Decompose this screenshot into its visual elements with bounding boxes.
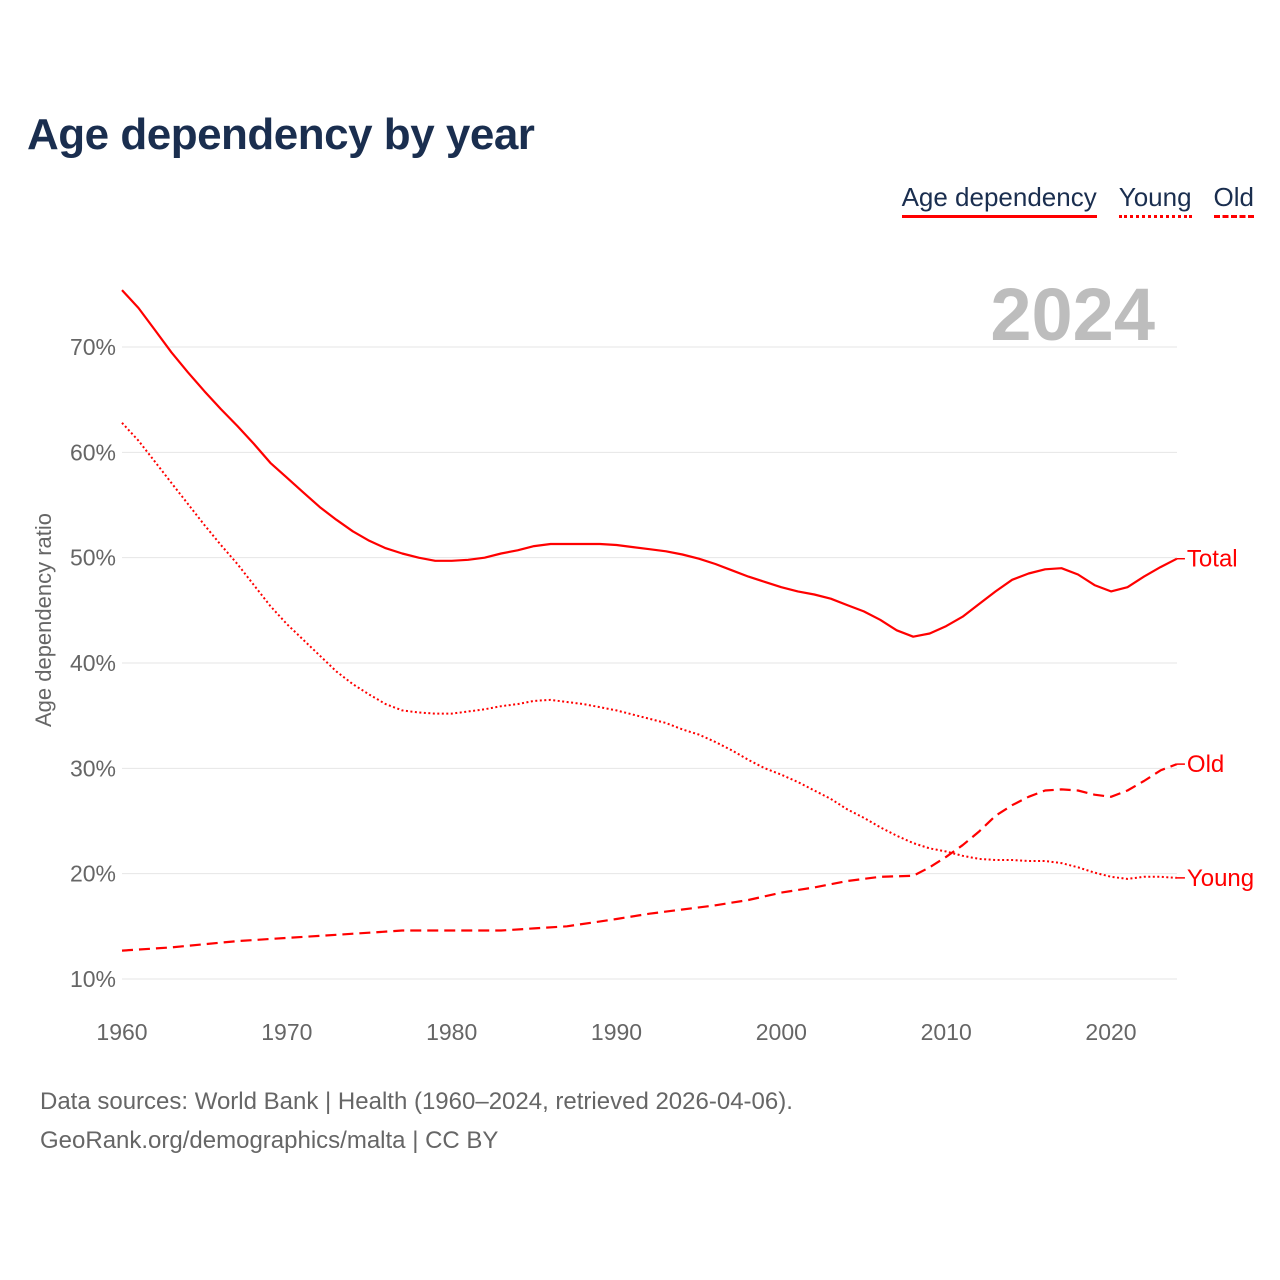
- footer-credit[interactable]: GeoRank.org/demographics/malta | CC BY: [40, 1127, 499, 1154]
- y-tick-label: 10%: [70, 966, 116, 992]
- end-label-young: Young: [1187, 865, 1254, 892]
- y-tick-label: 70%: [70, 334, 116, 360]
- legend-item-young[interactable]: Young: [1118, 182, 1192, 218]
- y-tick-label: 30%: [70, 755, 116, 781]
- y-tick-label: 50%: [70, 545, 116, 571]
- x-tick-label: 1980: [426, 1019, 477, 1045]
- legend-item-age-dependency[interactable]: Age dependency: [901, 182, 1097, 218]
- chart-title: Age dependency by year: [27, 110, 535, 159]
- x-tick-label: 2010: [921, 1019, 972, 1045]
- series-line-age-dependency: [121, 289, 1178, 638]
- footer-sources: Data sources: World Bank | Health (1960–…: [40, 1088, 793, 1115]
- series-line-young: [121, 422, 1177, 880]
- legend-item-old[interactable]: Old: [1213, 182, 1254, 218]
- y-tick-label: 40%: [70, 650, 116, 676]
- series-line-old: [121, 763, 1178, 952]
- x-tick-label: 1970: [261, 1019, 312, 1045]
- y-tick-label: 60%: [70, 439, 116, 465]
- end-label-old: Old: [1187, 751, 1224, 778]
- x-tick-label: 2000: [756, 1019, 807, 1045]
- x-tick-label: 1990: [591, 1019, 642, 1045]
- x-tick-label: 2020: [1085, 1019, 1136, 1045]
- end-label-total: Total: [1187, 546, 1238, 573]
- y-tick-label: 20%: [70, 861, 116, 887]
- year-label: 2024: [990, 273, 1155, 356]
- x-tick-label: 1960: [96, 1019, 147, 1045]
- y-axis-label: Age dependency ratio: [31, 513, 56, 727]
- legend: Age dependency Young Old: [901, 182, 1254, 218]
